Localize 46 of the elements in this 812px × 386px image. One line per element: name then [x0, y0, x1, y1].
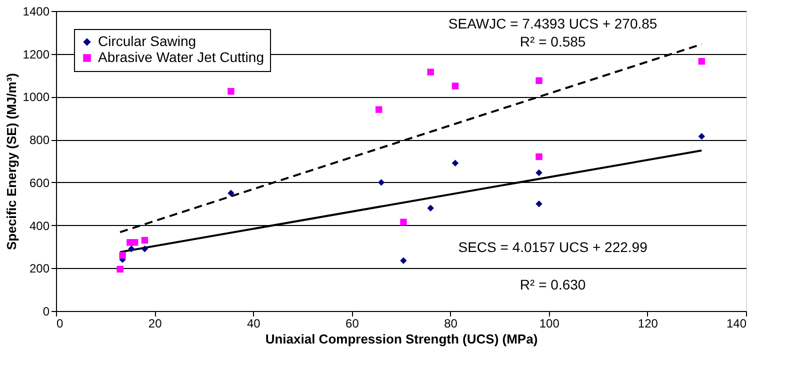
point: [228, 190, 234, 196]
annotation: SEAWJC = 7.4393 UCS + 270.85: [448, 16, 658, 32]
annotation: SECS = 4.0157 UCS + 222.99: [458, 239, 648, 255]
point: [141, 236, 148, 244]
x-tick-label: 80: [444, 316, 458, 330]
point: [128, 246, 135, 252]
point: [427, 68, 434, 76]
point: [536, 169, 542, 176]
point: [698, 58, 705, 65]
point: [427, 204, 434, 212]
point: [536, 200, 542, 208]
y-tick-label: 0: [42, 304, 50, 318]
y-tick-label: 600: [29, 176, 50, 190]
y-tick-label: 800: [29, 133, 50, 148]
y-tick-label: 400: [29, 218, 50, 233]
x-tick-label: 120: [638, 316, 658, 330]
point: [452, 82, 459, 90]
point: [116, 266, 124, 273]
point: [400, 218, 407, 226]
annotation: R² = 0.630: [520, 276, 586, 292]
legend-label: Abrasive Water Jet Cutting: [98, 49, 264, 65]
x-axis-title: Uniaxial Compression Strength (UCS) (MPa): [265, 332, 538, 346]
point: [536, 153, 542, 160]
x-tick-label: 60: [346, 316, 360, 330]
point: [228, 88, 234, 95]
point: [400, 257, 407, 264]
y-tick-label: 1200: [22, 47, 50, 62]
annotation: R² = 0.585: [520, 34, 586, 50]
x-tick-label: 100: [539, 316, 560, 330]
point: [378, 179, 385, 186]
x-tick-label: 20: [148, 316, 162, 330]
point: [536, 77, 542, 84]
x-tick-label: 40: [246, 316, 261, 330]
point: [132, 239, 138, 246]
legend-label: Circular Sawing: [98, 33, 196, 49]
y-tick-label: 1000: [22, 90, 50, 104]
point: [698, 133, 705, 140]
y-tick-label: 1400: [22, 4, 50, 18]
point: [452, 160, 459, 166]
point: [119, 252, 126, 259]
x-tick-label: 140: [726, 316, 747, 330]
y-axis-title: Specific Energy (SE) (MJ/m³): [4, 73, 19, 250]
y-tick-label: 200: [29, 262, 50, 276]
x-tick-label: 0: [56, 316, 64, 330]
point: [375, 106, 382, 113]
point: [141, 246, 148, 252]
